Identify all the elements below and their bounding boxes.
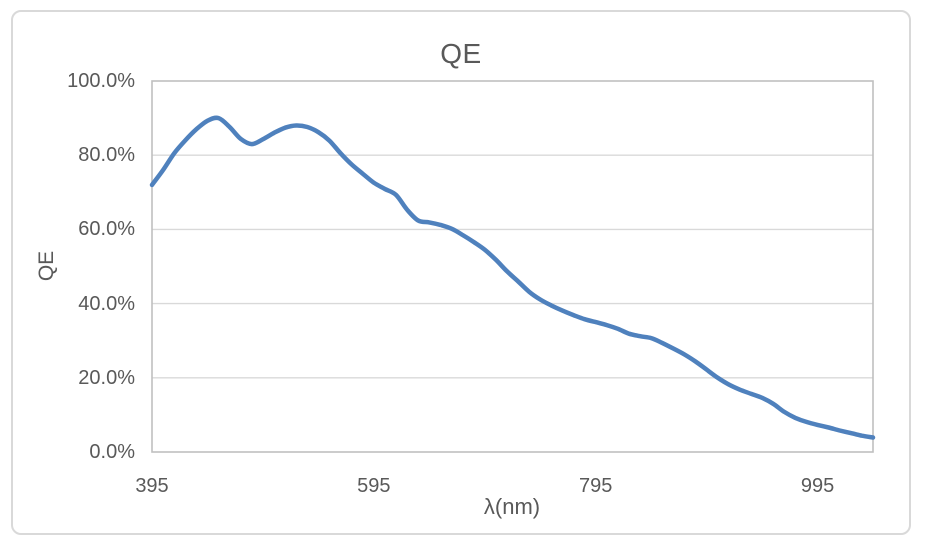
x-tick-label: 795	[579, 475, 613, 497]
plot-border	[151, 80, 874, 453]
qe-series-line	[149, 115, 876, 440]
y-tick-label: 60.0%	[78, 218, 135, 241]
y-tick-label: 40.0%	[78, 292, 135, 315]
y-tick-label: 80.0%	[78, 144, 135, 167]
y-tick-label: 0.0%	[89, 441, 135, 463]
y-tick-label: 20.0%	[78, 366, 135, 389]
x-tick-label: 595	[357, 475, 391, 497]
x-axis-title: λ(nm)	[483, 494, 541, 519]
chart-title: QE	[440, 38, 482, 69]
x-tick-label: 995	[800, 475, 835, 497]
chart-card	[11, 10, 911, 535]
y-axis-title: QE	[35, 250, 58, 282]
x-tick-label: 395	[135, 475, 169, 497]
y-tick-label: 100.0%	[67, 70, 135, 92]
